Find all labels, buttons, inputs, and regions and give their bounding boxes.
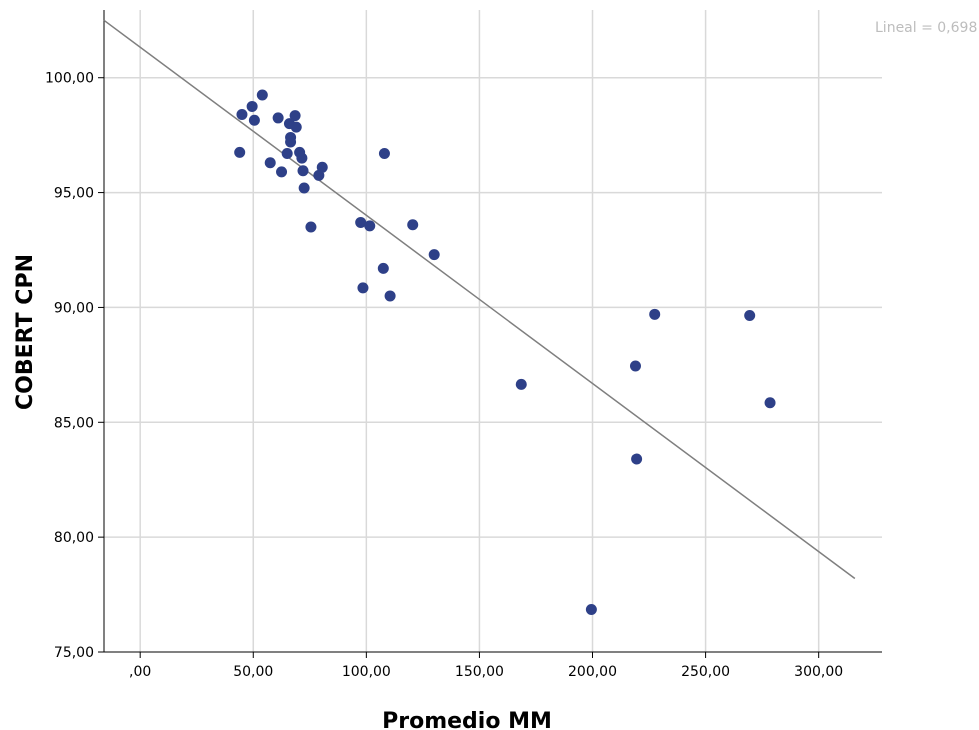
x-tick-label: ,00	[129, 664, 151, 680]
data-point	[290, 121, 302, 133]
x-tick-label: 300,00	[794, 664, 843, 680]
x-tick-label: 50,00	[233, 664, 273, 680]
data-point	[236, 108, 248, 120]
data-point	[264, 157, 276, 169]
data-point	[764, 397, 776, 409]
data-point	[281, 148, 293, 160]
data-point	[246, 100, 258, 112]
data-points	[234, 89, 776, 616]
data-point	[298, 182, 310, 194]
data-point	[377, 262, 389, 274]
data-point	[355, 216, 367, 228]
y-tick-label: 80,00	[54, 530, 94, 546]
y-tick-label: 95,00	[54, 186, 94, 202]
data-point	[378, 148, 390, 160]
x-tick-label: 150,00	[455, 664, 504, 680]
data-point	[384, 290, 396, 302]
x-axis-title: Promedio MM	[382, 709, 552, 730]
x-tick-label: 100,00	[342, 664, 391, 680]
data-point	[272, 112, 284, 124]
y-tick-label: 90,00	[54, 300, 94, 316]
tick-labels: ,00 50,00 100,00 150,00 200,00 250,00 300,00 75…	[45, 71, 843, 680]
data-point	[515, 378, 527, 390]
data-point	[276, 166, 288, 178]
fit-line-layer	[103, 19, 856, 580]
data-point	[305, 221, 317, 233]
data-point	[428, 249, 440, 261]
data-point	[285, 136, 297, 148]
data-point	[631, 453, 643, 465]
x-tick-label: 250,00	[681, 664, 730, 680]
y-axis-title: COBERT CPN	[13, 254, 38, 410]
data-point	[585, 604, 597, 616]
data-point	[649, 308, 661, 320]
data-point	[407, 219, 419, 231]
data-point	[234, 146, 246, 158]
data-point	[248, 114, 260, 126]
x-tick-label: 200,00	[568, 664, 617, 680]
data-point	[316, 161, 328, 173]
data-point	[296, 152, 308, 164]
y-tick-label: 85,00	[54, 415, 94, 431]
axes	[98, 10, 882, 658]
data-point	[357, 282, 369, 294]
data-point	[629, 360, 641, 372]
data-point	[364, 220, 376, 232]
fit-line-label: Lineal = 0,698	[875, 20, 977, 36]
data-point	[289, 110, 301, 122]
y-tick-label: 100,00	[45, 71, 94, 87]
y-tick-label: 75,00	[54, 645, 94, 661]
data-point	[744, 309, 756, 321]
data-point	[297, 165, 309, 177]
data-point	[256, 89, 268, 101]
fit-line	[103, 19, 856, 580]
